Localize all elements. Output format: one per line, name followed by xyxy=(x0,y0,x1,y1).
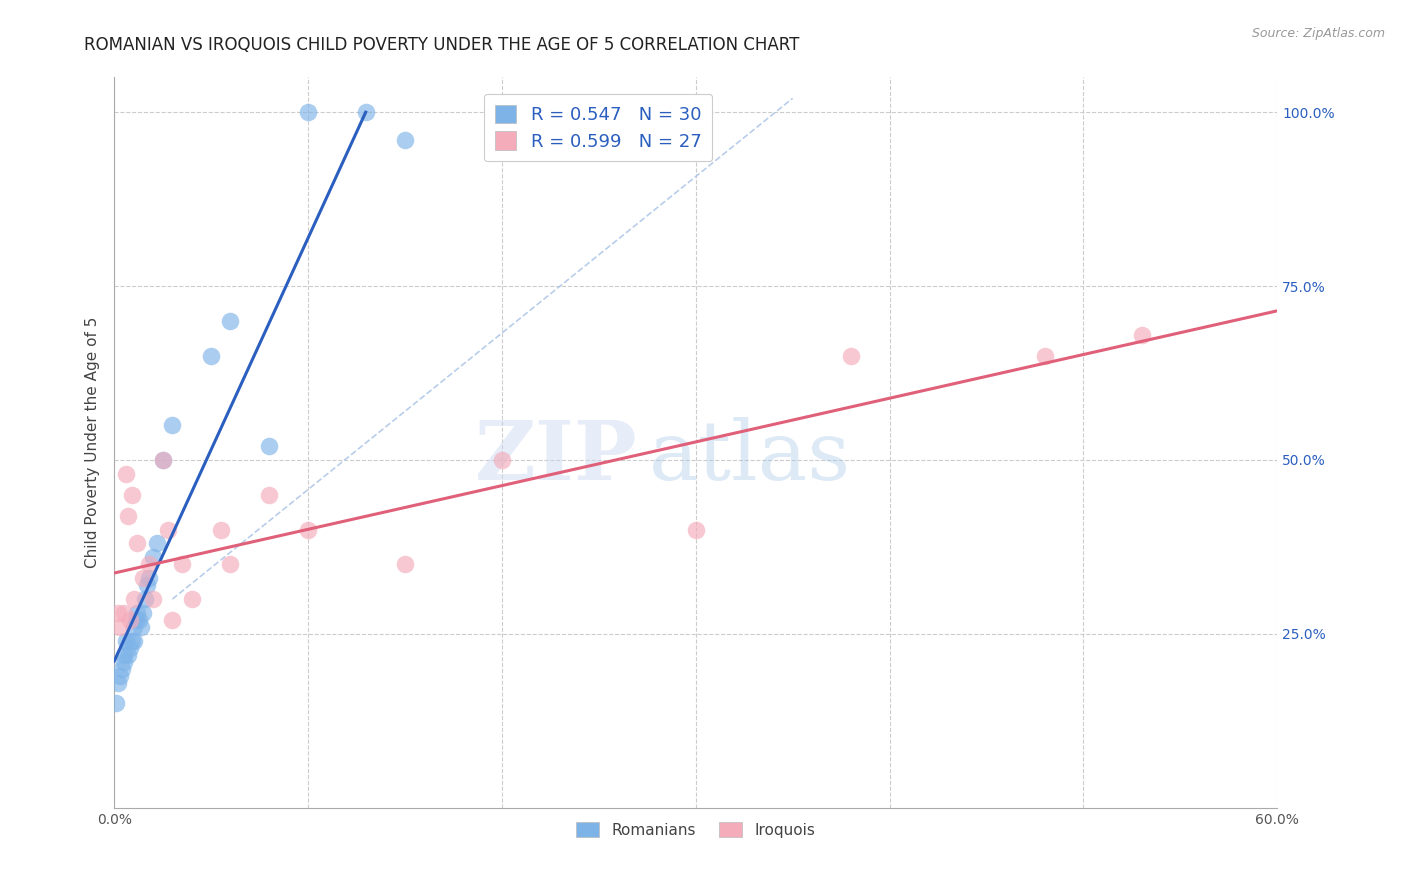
Point xyxy=(128,613,150,627)
Point xyxy=(259,488,281,502)
Point xyxy=(122,633,145,648)
Point xyxy=(219,558,242,572)
Point xyxy=(162,613,184,627)
Point xyxy=(180,592,202,607)
Point xyxy=(209,523,232,537)
Point xyxy=(136,578,159,592)
Point xyxy=(152,453,174,467)
Legend: Romanians, Iroquois: Romanians, Iroquois xyxy=(571,815,821,844)
Point xyxy=(127,606,149,620)
Point xyxy=(107,675,129,690)
Point xyxy=(122,620,145,634)
Point xyxy=(121,488,143,502)
Point xyxy=(132,571,155,585)
Point xyxy=(152,453,174,467)
Point xyxy=(259,439,281,453)
Point xyxy=(200,349,222,363)
Point xyxy=(685,523,707,537)
Point xyxy=(142,550,165,565)
Point xyxy=(111,662,134,676)
Point xyxy=(170,558,193,572)
Text: atlas: atlas xyxy=(650,417,851,497)
Point xyxy=(297,523,319,537)
Point xyxy=(124,613,146,627)
Point xyxy=(162,418,184,433)
Point xyxy=(1033,349,1056,363)
Point xyxy=(114,633,136,648)
Point xyxy=(132,606,155,620)
Point xyxy=(112,606,135,620)
Point xyxy=(112,655,135,669)
Point xyxy=(1130,327,1153,342)
Point xyxy=(839,349,862,363)
Point xyxy=(122,592,145,607)
Point xyxy=(112,648,135,662)
Point xyxy=(108,668,131,682)
Text: ZIP: ZIP xyxy=(475,417,637,497)
Point xyxy=(114,467,136,481)
Point xyxy=(491,453,513,467)
Point xyxy=(394,133,416,147)
Point xyxy=(131,620,153,634)
Point xyxy=(297,105,319,120)
Point xyxy=(138,558,160,572)
Point xyxy=(138,571,160,585)
Point xyxy=(118,613,141,627)
Point xyxy=(157,523,180,537)
Point xyxy=(219,314,242,328)
Text: Source: ZipAtlas.com: Source: ZipAtlas.com xyxy=(1251,27,1385,40)
Point xyxy=(117,508,139,523)
Point xyxy=(142,592,165,607)
Point xyxy=(146,536,169,550)
Point xyxy=(117,648,139,662)
Point xyxy=(134,592,156,607)
Point xyxy=(108,620,131,634)
Point xyxy=(121,633,143,648)
Point xyxy=(105,697,128,711)
Point xyxy=(354,105,377,120)
Text: ROMANIAN VS IROQUOIS CHILD POVERTY UNDER THE AGE OF 5 CORRELATION CHART: ROMANIAN VS IROQUOIS CHILD POVERTY UNDER… xyxy=(84,36,800,54)
Point xyxy=(107,606,129,620)
Point xyxy=(118,640,141,655)
Point xyxy=(127,536,149,550)
Point xyxy=(394,558,416,572)
Y-axis label: Child Poverty Under the Age of 5: Child Poverty Under the Age of 5 xyxy=(86,317,100,568)
